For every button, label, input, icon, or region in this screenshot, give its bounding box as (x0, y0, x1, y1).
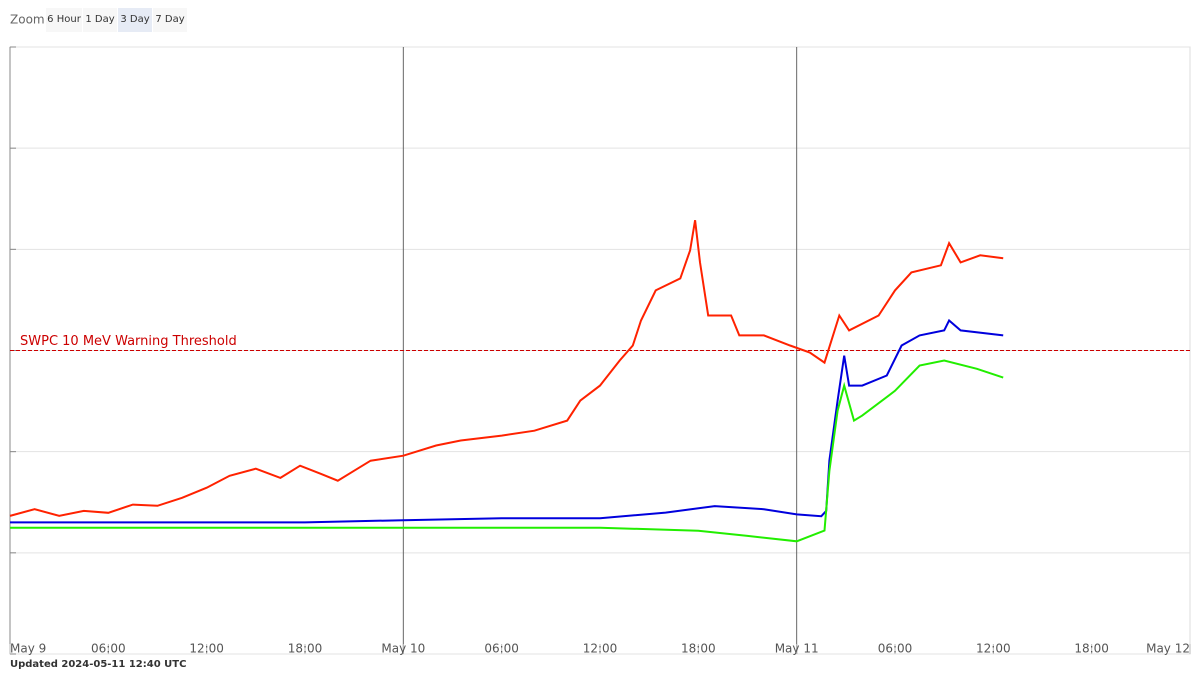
zoom-button[interactable] (118, 8, 152, 32)
x-tick-label: May 10 (381, 642, 425, 656)
zoom-button[interactable] (153, 8, 187, 32)
zoom-label: Zoom (10, 13, 45, 27)
x-tick-label: 12:00 (189, 642, 224, 656)
zoom-button-label[interactable]: 1 Day (85, 14, 114, 25)
zoom-button[interactable] (83, 8, 117, 32)
x-tick-label: 18:00 (1074, 642, 1109, 656)
x-tick-label: 12:00 (583, 642, 618, 656)
x-tick-label: 12:00 (976, 642, 1011, 656)
series-line (9, 220, 1004, 517)
zoom-button-label[interactable]: 6 Hour (47, 14, 82, 25)
zoom-button-label[interactable]: 7 Day (155, 14, 184, 25)
series-line (10, 359, 1004, 543)
x-tick-label: May 12 (1146, 642, 1190, 656)
x-tick-label: 06:00 (878, 642, 913, 656)
x-tick-label: 18:00 (681, 642, 716, 656)
x-tick-label: 06:00 (91, 642, 126, 656)
x-tick-label: May 9 (10, 642, 46, 656)
x-tick-label: 18:00 (288, 642, 323, 656)
x-tick-label: 06:00 (484, 642, 519, 656)
x-tick-label: May 11 (775, 642, 819, 656)
zoom-button[interactable] (46, 8, 82, 32)
footer: Updated 2024-05-11 12:40 UTC (10, 659, 186, 670)
zoom-button-label[interactable]: 3 Day (120, 14, 149, 25)
threshold-label: SWPC 10 MeV Warning Threshold (20, 334, 237, 349)
